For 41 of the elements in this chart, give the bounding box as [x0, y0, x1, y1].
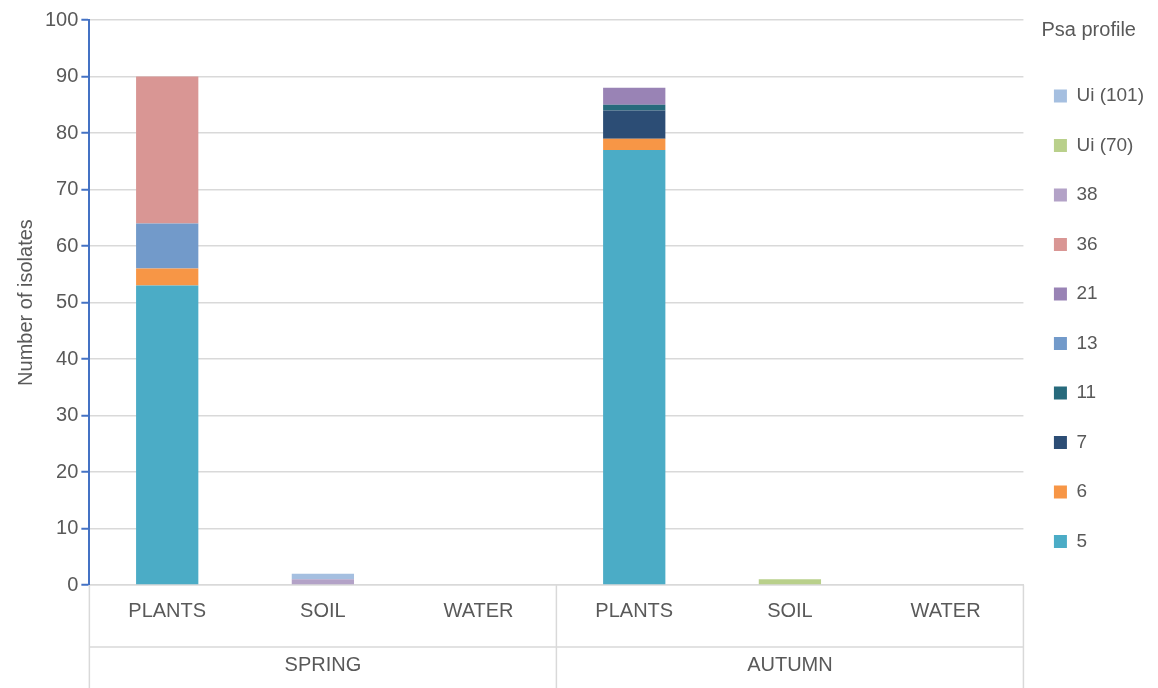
y-tick-label: 30	[56, 403, 79, 426]
legend-label: 36	[1076, 232, 1098, 254]
y-tick-label: 10	[56, 516, 79, 539]
bar	[603, 87, 666, 105]
x-tick-label: SOIL	[767, 598, 813, 621]
x-tick-label: PLANTS	[128, 598, 207, 621]
x-tick-label: SOIL	[300, 598, 346, 621]
legend-label: 13	[1076, 331, 1098, 353]
bar	[291, 579, 355, 585]
legend-title: Psa profile	[1041, 17, 1136, 40]
y-tick-label: 50	[56, 290, 79, 313]
bar	[603, 138, 666, 150]
bar	[603, 149, 666, 585]
x-tick-label: WATER	[910, 598, 981, 621]
legend-label: 11	[1076, 381, 1097, 403]
bar	[758, 579, 822, 585]
y-tick-label: 20	[56, 459, 79, 482]
legend-label: Ui (101)	[1076, 84, 1144, 106]
text: SPRING	[284, 652, 362, 675]
y-tick-label: 100	[44, 7, 79, 30]
x-tick-label: WATER	[443, 598, 514, 621]
legend-label: 38	[1076, 183, 1098, 205]
y-tick-label: 40	[56, 346, 79, 369]
bar	[136, 268, 199, 286]
bar	[603, 110, 666, 139]
y-tick-label: 70	[56, 177, 79, 200]
legend-label: 7	[1076, 430, 1087, 452]
bar	[136, 223, 199, 269]
legend-label: 21	[1076, 282, 1098, 304]
bar	[136, 285, 199, 585]
y-axis-title: Number of isolates	[13, 219, 36, 386]
y-tick-label: 80	[56, 120, 79, 143]
y-tick-label: 60	[56, 233, 79, 256]
y-tick-label: 0	[67, 572, 79, 595]
legend-label: Ui (70)	[1076, 133, 1134, 155]
bar	[136, 76, 199, 224]
y-tick-label: 90	[56, 64, 79, 87]
legend-label: 6	[1076, 480, 1087, 502]
text: AUTUMN	[747, 652, 833, 675]
legend-label: 5	[1076, 529, 1087, 551]
x-tick-label: PLANTS	[595, 598, 674, 621]
